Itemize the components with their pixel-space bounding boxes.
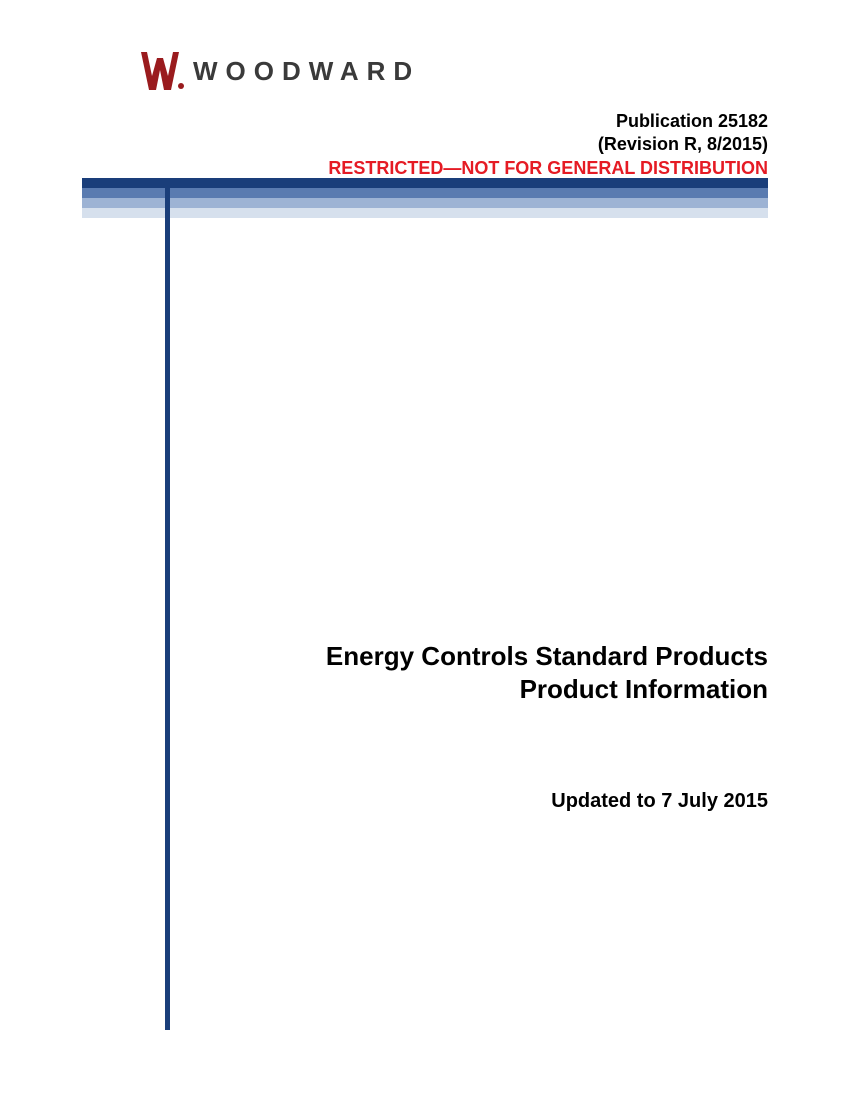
banner-stripe [82, 208, 768, 218]
brand-name: WOODWARD [193, 56, 420, 87]
document-page: WOODWARD Publication 25182 (Revision R, … [0, 0, 850, 1100]
banner-stripe [82, 178, 768, 188]
vertical-rule [165, 178, 170, 1030]
decorative-banner [82, 178, 768, 218]
banner-stripe [82, 188, 768, 198]
revision-info: (Revision R, 8/2015) [328, 133, 768, 156]
brand-logo: WOODWARD [135, 50, 420, 92]
banner-stripe [82, 198, 768, 208]
title-line-2: Product Information [180, 673, 768, 706]
restricted-notice: RESTRICTED—NOT FOR GENERAL DISTRIBUTION [328, 157, 768, 180]
updated-date: Updated to 7 July 2015 [551, 790, 768, 813]
publication-header: Publication 25182 (Revision R, 8/2015) R… [328, 110, 768, 180]
publication-number: Publication 25182 [328, 110, 768, 133]
woodward-logo-icon [135, 50, 185, 92]
title-line-1: Energy Controls Standard Products [180, 640, 768, 673]
document-title-block: Energy Controls Standard Products Produc… [180, 640, 768, 705]
